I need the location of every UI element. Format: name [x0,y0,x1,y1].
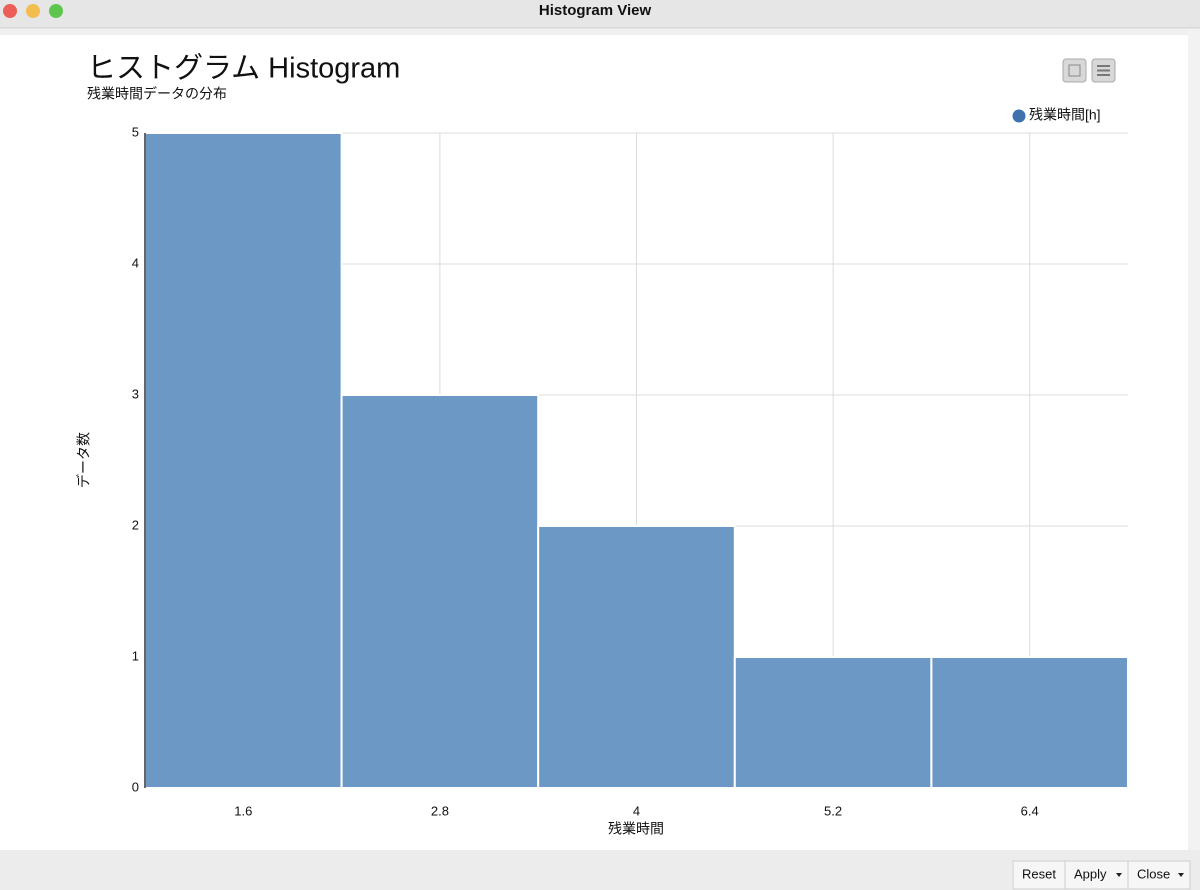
menu-icon [1097,65,1110,76]
x-tick-label: 4 [633,803,640,818]
close-dot[interactable] [3,4,17,18]
button-label: Apply [1074,866,1107,881]
chart-title: ヒストグラム Histogram [87,52,400,85]
bar [733,656,933,789]
content-top [0,29,1200,35]
chart-subtitle: 残業時間データの分布 [87,86,227,102]
button[interactable] [1012,860,1066,890]
zoom-icon [1068,64,1081,77]
bar [340,394,540,789]
title-bar [0,0,1200,28]
y-tick-label: 3 [132,386,139,401]
bar [537,525,736,789]
legend-label: 残業時間[h] [1029,107,1101,123]
y-tick-label: 0 [132,779,139,794]
legend-marker [1012,109,1026,123]
dropdown-arrow [1116,873,1122,877]
y-tick-label: 1 [132,648,139,663]
bar [144,132,343,789]
x-tick-label: 1.6 [234,803,252,818]
dropdown-arrow [1178,873,1184,877]
y-tick-label: 2 [132,517,139,532]
bottom-bar [0,850,1200,890]
x-tick-label: 5.2 [824,803,842,818]
bar [930,656,1130,789]
y-tick-label: 5 [132,124,139,139]
x-tick-label: 2.8 [431,803,449,818]
x-tick-label: 6.4 [1021,803,1039,818]
button-label: Reset [1022,866,1056,881]
minimize-dot[interactable] [26,4,40,18]
button-label: Close [1137,866,1170,881]
zoom-button[interactable] [1062,58,1087,83]
side-strip [1188,29,1200,850]
zoom-dot[interactable] [49,4,63,18]
y-tick-label: 4 [132,255,139,270]
x-axis-label: 残業時間 [608,821,664,837]
window-title: Histogram View [539,2,652,19]
y-axis-label: データ数 [76,432,92,488]
